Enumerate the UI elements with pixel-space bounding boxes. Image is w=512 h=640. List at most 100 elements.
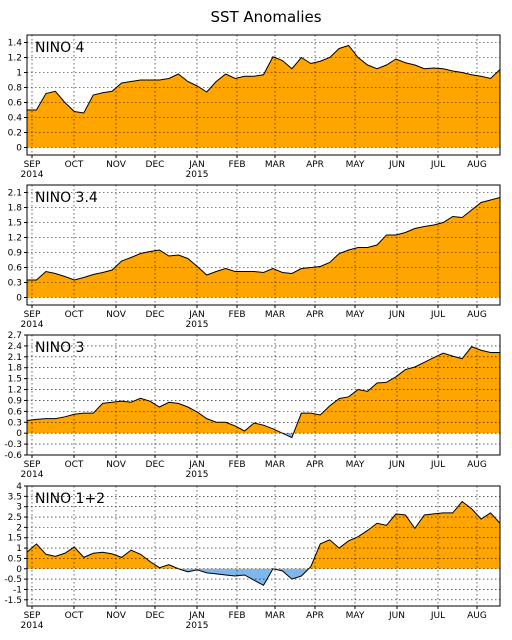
y-tick-label: 1.2 bbox=[8, 54, 22, 64]
panel-frame bbox=[26, 485, 501, 607]
month-label: JUN bbox=[388, 310, 405, 320]
month-label: APR bbox=[306, 310, 324, 320]
month-label: FEB bbox=[228, 460, 245, 470]
y-tick-label: 0 bbox=[16, 565, 22, 575]
year-label: 2014 bbox=[21, 621, 44, 631]
month-label: AUG bbox=[467, 160, 487, 170]
panel-frame bbox=[26, 334, 501, 456]
y-tick-label: 0.9 bbox=[8, 396, 23, 406]
month-label: SEP bbox=[24, 611, 41, 621]
month-label: NOV bbox=[106, 160, 127, 170]
month-label: OCT bbox=[65, 310, 84, 320]
positive-anomaly-area bbox=[27, 501, 500, 569]
month-label: MAY bbox=[346, 460, 365, 470]
panel-frame bbox=[26, 184, 501, 306]
month-label: SEP bbox=[24, 460, 41, 470]
y-tick-label: 2.5 bbox=[8, 513, 22, 523]
y-tick-label: 2.7 bbox=[8, 331, 22, 341]
y-tick-label: 0.8 bbox=[8, 84, 23, 94]
month-label: APR bbox=[306, 160, 324, 170]
month-label: APR bbox=[306, 611, 324, 621]
y-tick-label: 4 bbox=[16, 482, 22, 492]
positive-anomaly-area bbox=[27, 45, 500, 148]
gridlines bbox=[27, 335, 500, 455]
month-label: JAN bbox=[188, 460, 204, 470]
y-tick-label: 2 bbox=[16, 523, 22, 533]
panel-title: NINO 3.4 bbox=[35, 190, 98, 206]
month-label: AUG bbox=[467, 611, 487, 621]
y-tick-label: 1 bbox=[16, 69, 22, 79]
month-label: SEP bbox=[24, 160, 41, 170]
month-label: JAN bbox=[188, 611, 204, 621]
gridlines bbox=[27, 185, 500, 305]
positive-anomaly-area bbox=[27, 197, 500, 298]
y-tick-label: 3 bbox=[16, 503, 22, 513]
month-label: NOV bbox=[106, 611, 127, 621]
y-tick-label: 0.5 bbox=[8, 554, 22, 564]
month-label: JUL bbox=[430, 160, 445, 170]
panel-title: NINO 1+2 bbox=[35, 491, 105, 507]
y-tick-label: 0 bbox=[16, 429, 22, 439]
month-label: JUN bbox=[388, 611, 405, 621]
month-label: JUN bbox=[388, 160, 405, 170]
y-tick-label: 0 bbox=[16, 294, 22, 304]
panel-title: NINO 4 bbox=[35, 40, 85, 56]
y-tick-label: 0.3 bbox=[8, 418, 22, 428]
y-tick-label: 0.4 bbox=[8, 114, 23, 124]
year-label: 2014 bbox=[21, 470, 44, 480]
month-label: OCT bbox=[65, 460, 84, 470]
month-label: JUL bbox=[430, 460, 445, 470]
y-tick-label: 1.8 bbox=[8, 204, 23, 214]
month-label: JUL bbox=[430, 611, 445, 621]
month-label: FEB bbox=[228, 611, 245, 621]
year-label: 2015 bbox=[186, 320, 209, 330]
y-tick-label: 1.2 bbox=[8, 234, 22, 244]
month-label: MAY bbox=[346, 611, 365, 621]
y-tick-label: 0.2 bbox=[8, 129, 22, 139]
figure-title: SST Anomalies bbox=[210, 8, 321, 26]
y-tick-label: 0.6 bbox=[8, 99, 23, 109]
month-label: MAR bbox=[265, 310, 285, 320]
month-label: MAY bbox=[346, 310, 365, 320]
y-tick-label: 2.1 bbox=[8, 189, 22, 199]
month-label: APR bbox=[306, 460, 324, 470]
negative-anomaly-area bbox=[27, 568, 500, 586]
month-label: FEB bbox=[228, 310, 245, 320]
anomaly-line bbox=[27, 44, 500, 114]
month-label: AUG bbox=[467, 460, 487, 470]
month-label: MAR bbox=[265, 160, 285, 170]
month-label: SEP bbox=[24, 310, 41, 320]
y-tick-label: 1.4 bbox=[8, 39, 23, 49]
y-tick-label: 1.8 bbox=[8, 364, 23, 374]
y-tick-label: 0.6 bbox=[8, 407, 23, 417]
panel-frame bbox=[26, 34, 501, 156]
panel-title: NINO 3 bbox=[35, 340, 84, 356]
year-label: 2015 bbox=[186, 470, 209, 480]
y-tick-label: 3.5 bbox=[8, 492, 22, 502]
year-label: 2015 bbox=[186, 170, 209, 180]
month-label: DEC bbox=[146, 611, 165, 621]
gridlines bbox=[27, 35, 500, 155]
month-label: AUG bbox=[467, 310, 487, 320]
y-tick-label: 1.2 bbox=[8, 386, 22, 396]
month-label: DEC bbox=[146, 460, 165, 470]
month-label: DEC bbox=[146, 160, 165, 170]
panel-3: -0.6-0.300.30.60.91.21.51.82.12.42.7SEP2… bbox=[4, 331, 501, 480]
month-label: FEB bbox=[228, 160, 245, 170]
y-tick-label: 1.5 bbox=[8, 375, 22, 385]
year-label: 2015 bbox=[186, 621, 209, 631]
y-tick-label: 1.5 bbox=[8, 534, 22, 544]
month-label: OCT bbox=[65, 160, 84, 170]
month-label: JAN bbox=[188, 160, 204, 170]
anomaly-line bbox=[27, 197, 500, 281]
month-label: OCT bbox=[65, 611, 84, 621]
month-label: MAR bbox=[265, 611, 285, 621]
y-tick-label: 1 bbox=[16, 544, 22, 554]
month-label: JUL bbox=[430, 310, 445, 320]
gridlines bbox=[27, 486, 500, 606]
month-label: JAN bbox=[188, 310, 204, 320]
